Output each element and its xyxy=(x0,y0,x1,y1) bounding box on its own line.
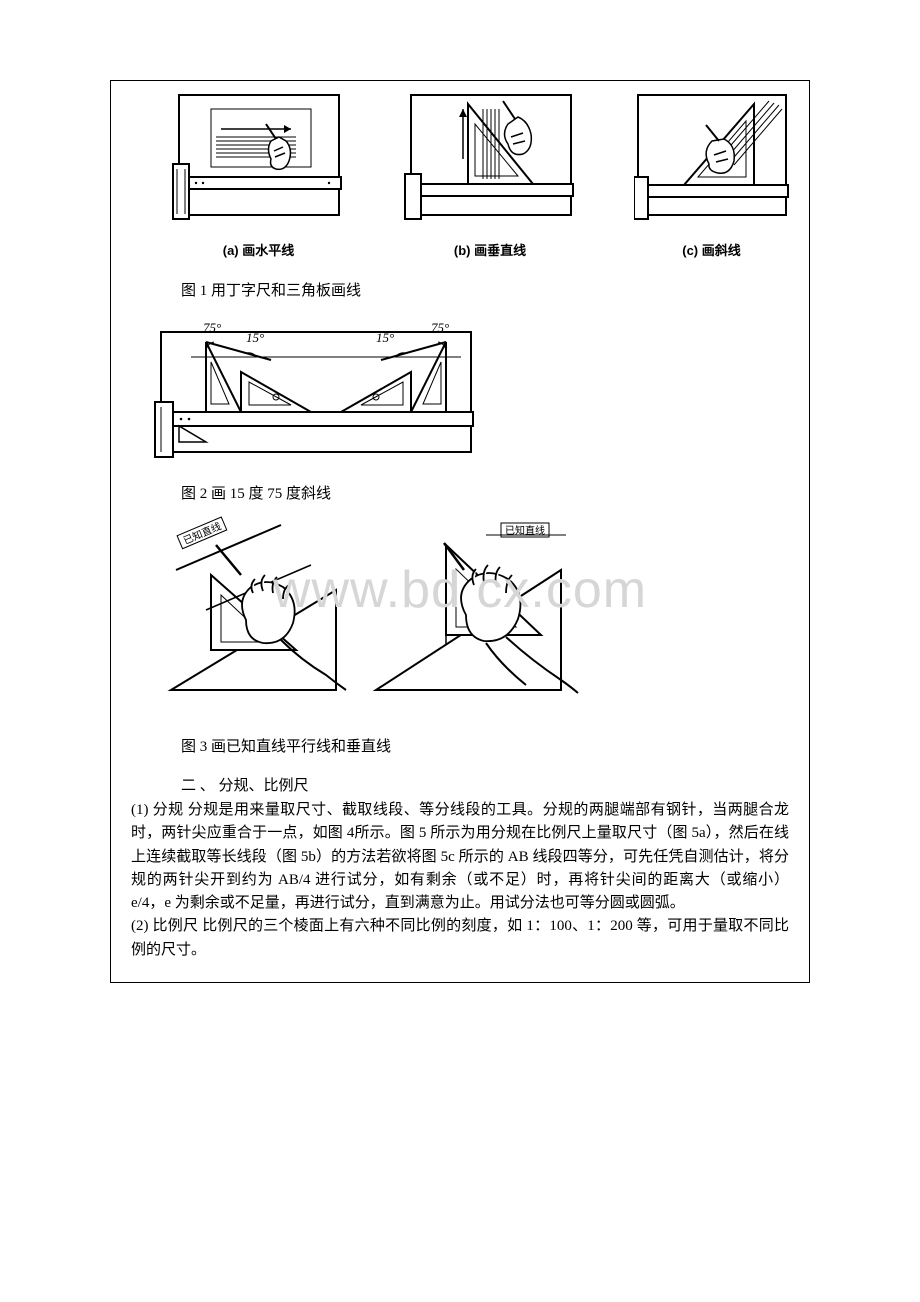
angle-75-right: 75° xyxy=(431,320,449,335)
paragraph-2: (2) 比例尺 比例尺的三个棱面上有六种不同比例的刻度，如 1：100、1：20… xyxy=(131,915,789,962)
figure-3-caption: 图 3 画已知直线平行线和垂直线 xyxy=(181,735,799,756)
figure-2-caption: 图 2 画 15 度 75 度斜线 xyxy=(181,482,799,503)
figure-1a: (a) 画水平线 xyxy=(171,89,346,259)
figure-1b-caption: (b) 画垂直线 xyxy=(403,240,578,259)
figure-1b-svg xyxy=(403,89,578,234)
figure-1-row: (a) 画水平线 xyxy=(171,89,789,259)
figure-1c: (c) 画斜线 xyxy=(634,89,789,259)
figure-1-caption: 图 1 用丁字尺和三角板画线 xyxy=(181,279,799,300)
figure-1a-svg xyxy=(171,89,346,234)
figure-1c-svg xyxy=(634,89,789,234)
angle-15-right: 15° xyxy=(376,330,394,345)
content-frame: (a) 画水平线 xyxy=(110,80,810,983)
section-2-title: 二 、 分规、比例尺 xyxy=(181,774,799,795)
figure-1c-caption: (c) 画斜线 xyxy=(634,240,789,259)
figure-2-wrap: 75° 15° 15° 75° xyxy=(151,312,799,462)
paragraph-1: (1) 分规 分规是用来量取尺寸、截取线段、等分线段的工具。分规的两腿端部有钢针… xyxy=(131,799,789,915)
figure-3-svg: 已知直线 xyxy=(151,515,581,715)
figure-1b: (b) 画垂直线 xyxy=(403,89,578,259)
figure-3-wrap: 已知直线 xyxy=(151,515,799,715)
angle-75-left: 75° xyxy=(203,320,221,335)
figure-2-svg: 75° 15° 15° 75° xyxy=(151,312,481,462)
figure-1a-caption: (a) 画水平线 xyxy=(171,240,346,259)
angle-15-left: 15° xyxy=(246,330,264,345)
